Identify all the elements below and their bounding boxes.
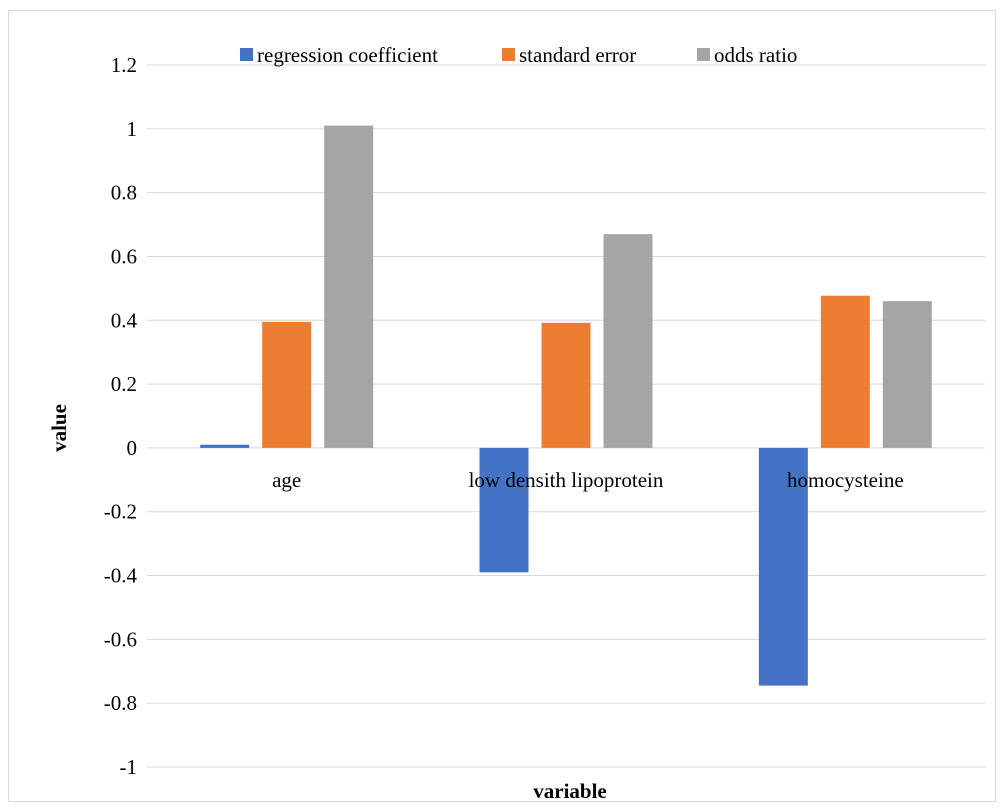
bar-standard-error — [262, 321, 312, 448]
y-tick-label: -0.6 — [104, 627, 137, 651]
y-tick-label: 0 — [127, 436, 138, 460]
legend: regression coefficient standard error odds… — [240, 43, 797, 67]
y-tick-label: -0.4 — [104, 564, 138, 588]
bar-regression-coefficient — [200, 444, 250, 448]
legend-label: standard error — [519, 43, 636, 67]
bar-odds-ratio — [324, 125, 374, 448]
bars — [200, 125, 932, 686]
bar-standard-error — [541, 322, 591, 448]
y-tick-label: 0.8 — [111, 181, 137, 205]
y-tick-label: -1 — [120, 755, 138, 779]
legend-label: odds ratio — [714, 43, 797, 67]
category-labels: age low densith lipoprotein homocysteine — [272, 468, 904, 492]
legend-label: regression coefficient — [257, 43, 438, 67]
y-tick-label: 0.6 — [111, 244, 137, 268]
y-tick-label: 0.2 — [111, 372, 137, 396]
legend-swatch — [502, 48, 515, 61]
y-tick-label: 0.4 — [111, 308, 138, 332]
category-label: homocysteine — [787, 468, 904, 492]
y-tick-label: -0.2 — [104, 500, 137, 524]
bar-regression-coefficient — [479, 447, 529, 573]
legend-swatch — [240, 48, 253, 61]
x-axis-title: variable — [533, 779, 607, 803]
category-label: low densith lipoprotein — [469, 468, 664, 492]
y-tick-label: -0.8 — [104, 691, 137, 715]
bar-odds-ratio — [603, 234, 653, 448]
bar-standard-error — [820, 295, 870, 448]
y-tick-label: 1.2 — [111, 53, 137, 77]
y-tick-label: 1 — [127, 117, 138, 141]
bar-regression-coefficient — [758, 447, 808, 686]
legend-swatch — [697, 48, 710, 61]
y-axis-title: value — [47, 404, 71, 452]
category-label: age — [272, 468, 301, 492]
y-axis-ticks: 1.2 1 0.8 0.6 0.4 0.2 0 -0.2 -0.4 -0.6 -0.8 -1 — [104, 53, 138, 779]
bar-odds-ratio — [882, 301, 932, 448]
